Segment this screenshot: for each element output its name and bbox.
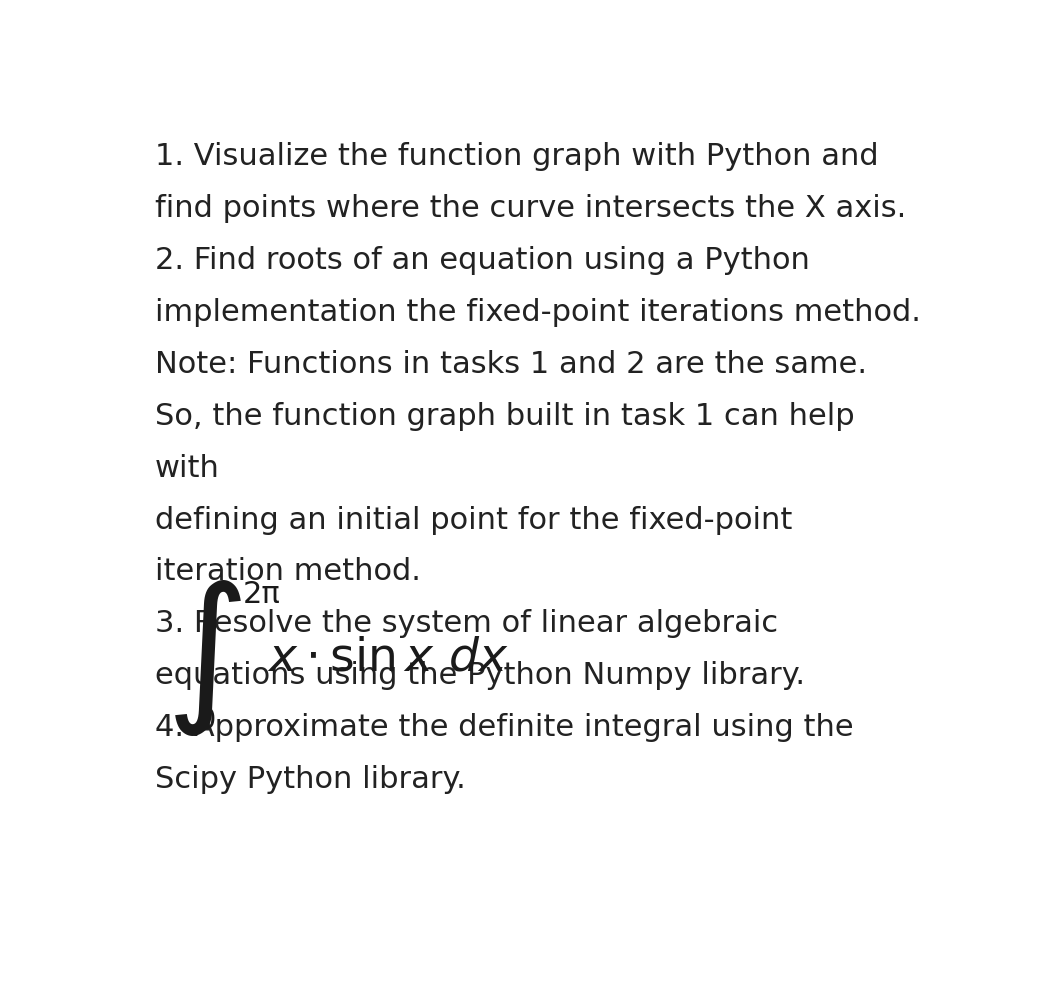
- Text: equations using the Python Numpy library.: equations using the Python Numpy library…: [155, 662, 805, 690]
- Text: defining an initial point for the fixed-point: defining an initial point for the fixed-…: [155, 506, 792, 535]
- Text: 2. Find roots of an equation using a Python: 2. Find roots of an equation using a Pyt…: [155, 246, 810, 275]
- Text: $\int$: $\int$: [165, 577, 241, 737]
- Text: Note: Functions in tasks 1 and 2 are the same.: Note: Functions in tasks 1 and 2 are the…: [155, 350, 867, 379]
- Text: $x \cdot \sin x\ dx$: $x \cdot \sin x\ dx$: [266, 635, 508, 681]
- Text: So, the function graph built in task 1 can help: So, the function graph built in task 1 c…: [155, 402, 855, 431]
- Text: 3. Resolve the system of linear algebraic: 3. Resolve the system of linear algebrai…: [155, 609, 779, 639]
- Text: with: with: [155, 453, 219, 482]
- Text: 0: 0: [198, 705, 216, 735]
- Text: iteration method.: iteration method.: [155, 558, 421, 586]
- Text: 2π: 2π: [242, 580, 280, 609]
- Text: Scipy Python library.: Scipy Python library.: [155, 765, 466, 795]
- Text: 1. Visualize the function graph with Python and: 1. Visualize the function graph with Pyt…: [155, 142, 879, 171]
- Text: find points where the curve intersects the X axis.: find points where the curve intersects t…: [155, 193, 906, 223]
- Text: implementation the fixed-point iterations method.: implementation the fixed-point iteration…: [155, 298, 921, 326]
- Text: 4. Approximate the definite integral using the: 4. Approximate the definite integral usi…: [155, 713, 854, 742]
